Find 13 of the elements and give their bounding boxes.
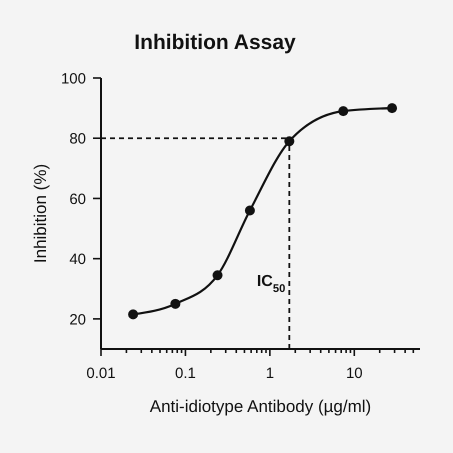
y-tick-label: 80 [69,130,86,148]
y-tick-label: 60 [69,190,86,208]
chart-title: Inhibition Assay [133,30,297,56]
x-tick-label: 0.1 [175,365,196,382]
y-tick-label: 40 [69,251,86,268]
y-axis-title: Inhibition (%) [30,164,50,264]
y-tick-label: 20 [69,311,86,328]
y-tick-label: 100 [60,70,86,88]
x-axis-title: Anti-idiotype Antibody (µg/ml) [150,397,372,416]
x-tick-label: 10 [346,365,363,382]
x-tick-label: 0.01 [86,365,116,382]
x-tick-label: 1 [266,365,274,382]
ref-line-label: IC$_{50}$ [256,272,286,295]
